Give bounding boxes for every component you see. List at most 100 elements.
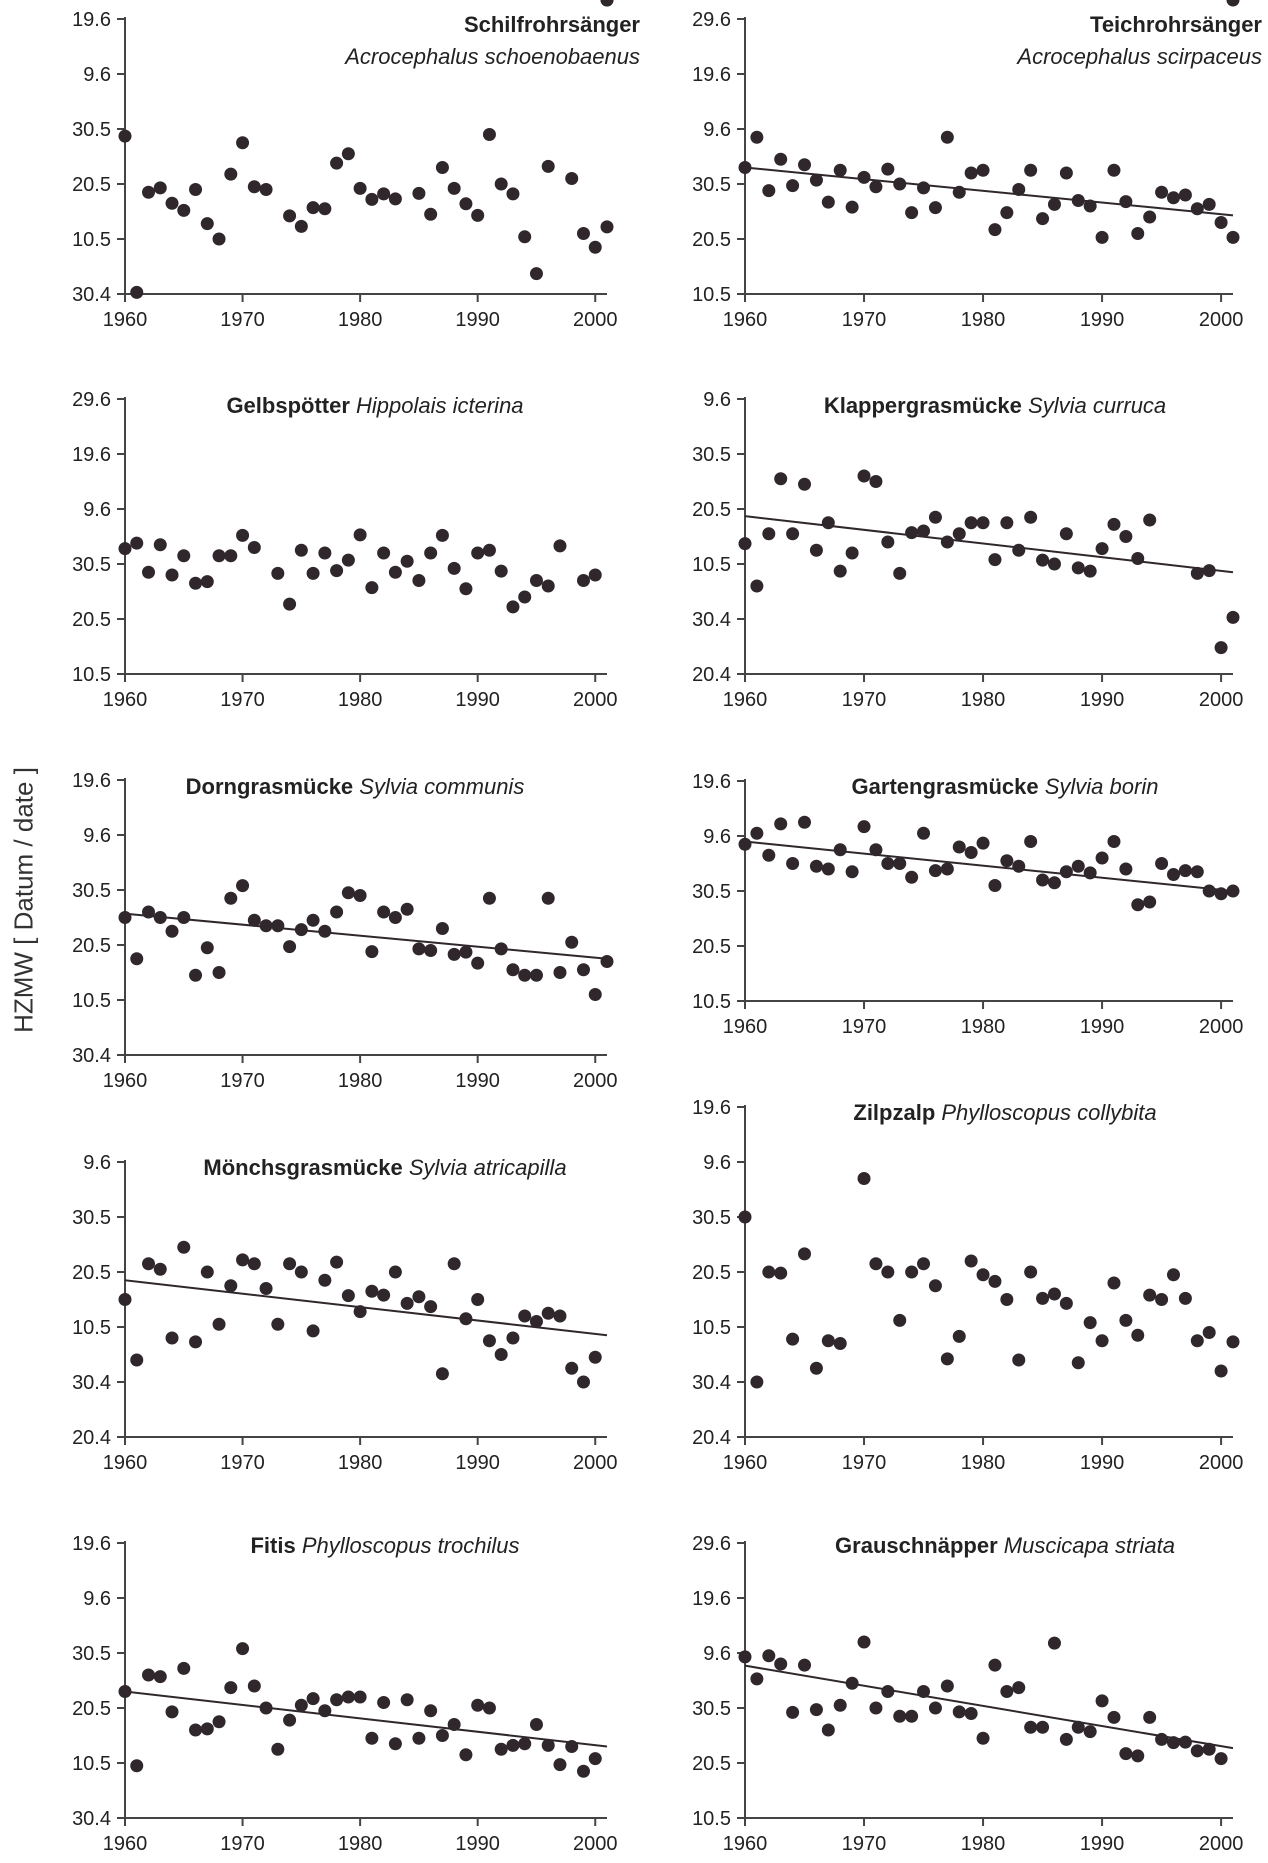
data-point xyxy=(917,181,931,195)
x-tick-label: 1970 xyxy=(220,689,265,711)
y-tick-label: 30.5 xyxy=(72,119,111,141)
data-point xyxy=(576,963,590,977)
data-point xyxy=(1202,1326,1216,1339)
data-point xyxy=(130,285,144,299)
data-point xyxy=(189,183,203,196)
data-point xyxy=(1214,1364,1228,1378)
data-point xyxy=(236,879,250,893)
data-point xyxy=(377,546,391,560)
panel-title: Gelbspötter Hippolais icterina xyxy=(226,393,523,418)
data-point xyxy=(1202,1742,1216,1756)
data-point xyxy=(388,1265,402,1279)
data-point xyxy=(976,836,990,850)
data-point xyxy=(1047,1636,1061,1650)
data-point xyxy=(1024,163,1038,177)
data-point xyxy=(964,1707,978,1720)
x-tick-label: 1990 xyxy=(1080,1452,1125,1474)
data-point xyxy=(1059,1296,1073,1310)
data-point xyxy=(435,922,449,935)
y-tick-label: 30.5 xyxy=(72,1207,111,1229)
panel-title-common: Fitis xyxy=(250,1533,301,1558)
data-point xyxy=(940,130,954,144)
data-point xyxy=(1095,542,1109,556)
data-point xyxy=(189,1335,203,1349)
data-point xyxy=(881,857,895,870)
data-point xyxy=(553,1758,567,1772)
data-point xyxy=(809,1703,823,1717)
data-point xyxy=(905,1265,919,1279)
y-tick-label: 10.5 xyxy=(692,1808,731,1830)
trend-line xyxy=(124,1279,608,1337)
data-point xyxy=(565,172,579,185)
data-point xyxy=(388,911,402,924)
x-tick-label: 1970 xyxy=(842,689,887,711)
data-point xyxy=(738,1650,752,1664)
data-point xyxy=(1071,1356,1085,1370)
data-point xyxy=(928,201,942,215)
data-point xyxy=(212,232,226,246)
data-point xyxy=(1047,1287,1061,1301)
data-point xyxy=(881,1685,895,1698)
panel-title-common: Grauschnäpper xyxy=(835,1533,1004,1558)
data-point xyxy=(1143,513,1157,527)
y-tick-label: 19.6 xyxy=(72,770,111,792)
data-point xyxy=(471,208,485,222)
data-point xyxy=(774,472,788,486)
y-tick-label: 29.6 xyxy=(692,1533,731,1555)
panel-title: Grauschnäpper Muscicapa striata xyxy=(835,1533,1175,1558)
data-point xyxy=(353,528,367,542)
data-point xyxy=(1119,195,1133,209)
data-point xyxy=(200,1265,214,1279)
data-point xyxy=(330,1255,344,1269)
data-point xyxy=(893,566,907,580)
data-point xyxy=(1024,510,1038,524)
data-point xyxy=(762,184,776,198)
data-point xyxy=(821,862,835,876)
data-point xyxy=(153,1262,167,1276)
y-tick-label: 9.6 xyxy=(83,1588,111,1610)
data-point xyxy=(494,942,508,956)
data-point xyxy=(750,130,764,144)
data-point xyxy=(833,1698,847,1712)
data-point xyxy=(400,554,414,568)
y-tick-label: 20.5 xyxy=(692,499,731,521)
data-point xyxy=(1083,564,1097,578)
data-point xyxy=(318,924,332,938)
y-tick-label: 19.6 xyxy=(692,1588,731,1610)
data-point xyxy=(200,1722,214,1736)
data-point xyxy=(271,566,285,580)
x-tick-label: 1970 xyxy=(842,1452,887,1474)
data-point xyxy=(330,905,344,919)
panel-3: 10.5 20.5 30.5 9.6 19.6 29.6 1960 1970 1980 1990 2… xyxy=(72,389,617,711)
data-point xyxy=(283,940,297,954)
data-point xyxy=(869,1701,883,1715)
data-point xyxy=(1214,887,1228,901)
x-tick-label: 2000 xyxy=(573,1452,618,1474)
data-point xyxy=(518,968,532,982)
data-point xyxy=(1202,564,1216,578)
data-point xyxy=(330,1693,344,1707)
data-point xyxy=(294,923,308,937)
data-point xyxy=(1214,216,1228,229)
data-point xyxy=(424,1704,438,1718)
data-point xyxy=(353,889,367,902)
data-point xyxy=(459,197,473,211)
data-point xyxy=(224,891,238,905)
data-point xyxy=(976,1731,990,1745)
x-tick-label: 2000 xyxy=(573,1833,618,1855)
data-point xyxy=(541,891,555,905)
data-point xyxy=(576,227,590,240)
data-point xyxy=(247,1257,261,1271)
data-point xyxy=(447,1257,461,1271)
x-tick-label: 1960 xyxy=(723,1016,768,1038)
data-point xyxy=(459,1748,473,1762)
data-point xyxy=(1059,527,1073,541)
data-point xyxy=(576,1375,590,1389)
data-point xyxy=(917,524,931,538)
y-tick-label: 30.4 xyxy=(72,1045,111,1067)
trend-line xyxy=(124,1690,608,1748)
data-point xyxy=(224,549,238,563)
data-point xyxy=(988,553,1002,567)
